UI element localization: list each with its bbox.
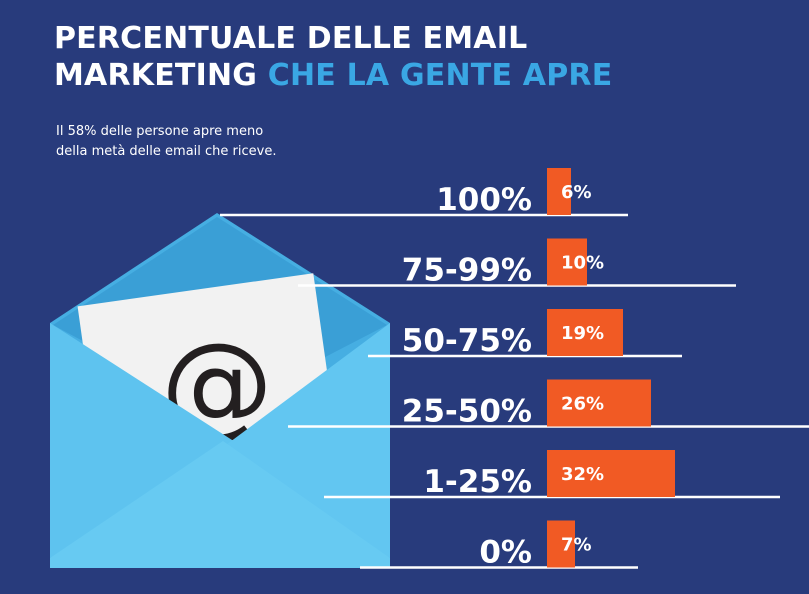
bar-3 <box>547 379 651 427</box>
envelope-icon: @ <box>50 213 390 568</box>
bar-0 <box>547 168 571 215</box>
envelope-front <box>50 441 390 568</box>
bar-1 <box>547 238 587 286</box>
bar-4 <box>547 450 675 497</box>
title-line-1: PERCENTUALE DELLE EMAIL <box>54 21 528 56</box>
value-label-5: 7% <box>561 535 592 556</box>
subtitle: Il 58% delle persone apre meno della metà… <box>56 122 276 162</box>
bar-2 <box>547 309 623 356</box>
title-line-2-white: MARKETING <box>54 58 258 93</box>
chart-title: PERCENTUALE DELLE EMAIL MARKETING CHE LA … <box>54 20 612 94</box>
category-label-5: 0% <box>479 535 532 571</box>
title-line-2-accent: CHE LA GENTE APRE <box>267 58 613 93</box>
bar-5 <box>547 520 575 568</box>
value-label-3: 26% <box>561 394 604 415</box>
category-label-1: 75-99% <box>402 253 532 289</box>
category-label-0: 100% <box>436 182 532 218</box>
category-label-2: 50-75% <box>402 323 532 359</box>
subtitle-line-1: Il 58% delle persone apre meno <box>56 124 264 139</box>
category-label-4: 1-25% <box>423 464 532 500</box>
subtitle-line-2: della metà delle email che riceve. <box>56 144 277 159</box>
category-label-3: 25-50% <box>402 394 532 430</box>
value-label-1: 10% <box>561 253 604 274</box>
value-label-4: 32% <box>561 464 604 485</box>
envelope-right-side <box>195 323 390 558</box>
envelope-left-side <box>50 323 260 558</box>
value-label-2: 19% <box>561 323 604 344</box>
value-label-0: 6% <box>561 182 592 203</box>
